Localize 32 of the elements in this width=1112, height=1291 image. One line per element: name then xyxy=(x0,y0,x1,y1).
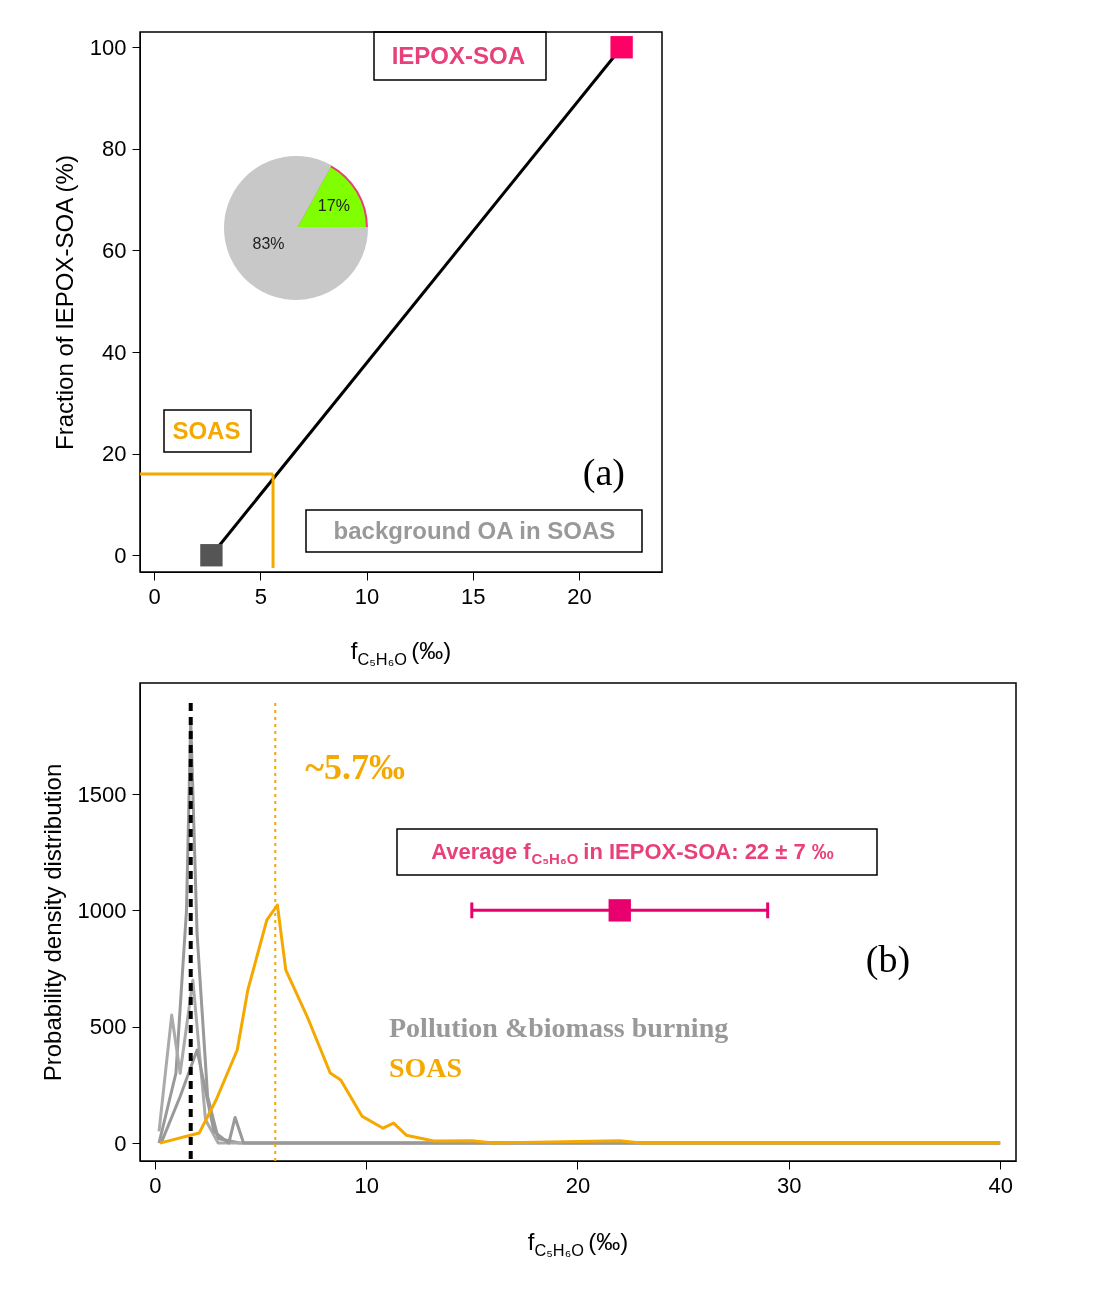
annotation: IEPOX-SOA xyxy=(391,42,526,69)
y-tick-label: 40 xyxy=(102,339,127,365)
annotation: (a) xyxy=(582,451,625,494)
y-tick-label: 1000 xyxy=(77,897,127,923)
data-label: 17% xyxy=(317,196,350,214)
data-label: 83% xyxy=(252,235,285,253)
x-tick-label: 10 xyxy=(354,1172,379,1198)
y-tick-label: 80 xyxy=(102,136,127,162)
x-tick-label: 30 xyxy=(777,1172,802,1198)
y-tick-label: 0 xyxy=(114,542,127,568)
text: Pollution &biomass burning xyxy=(389,1012,729,1043)
y-tick-label: 60 xyxy=(102,237,127,263)
y-tick-label: 0 xyxy=(114,1130,127,1156)
y-tick-label: 500 xyxy=(89,1014,127,1040)
x-tick-label: 10 xyxy=(354,583,380,609)
y-tick-label: 100 xyxy=(89,34,127,60)
x-tick-label: 0 xyxy=(148,583,161,609)
x-tick-label: 0 xyxy=(149,1172,162,1198)
y-axis-title: Probability density distribution xyxy=(38,763,66,1082)
series-label: SOAS xyxy=(389,1052,463,1083)
x-tick-label: 5 xyxy=(254,583,267,609)
x-tick-label: 15 xyxy=(461,583,486,609)
annotation: (b) xyxy=(865,938,911,981)
y-tick-label: 20 xyxy=(102,441,127,467)
y-axis-title: Fraction of IEPOX-SOA (%) xyxy=(50,155,78,450)
x-tick-label: 40 xyxy=(988,1172,1013,1198)
x-tick-label: 20 xyxy=(565,1172,591,1198)
y-tick-label: 1500 xyxy=(77,781,127,807)
annotation: background OA in SOAS xyxy=(333,517,616,544)
annotation: SOAS xyxy=(172,417,241,444)
x-tick-label: 20 xyxy=(567,583,592,609)
ref-line-label: ~5.7‰ xyxy=(305,747,405,787)
